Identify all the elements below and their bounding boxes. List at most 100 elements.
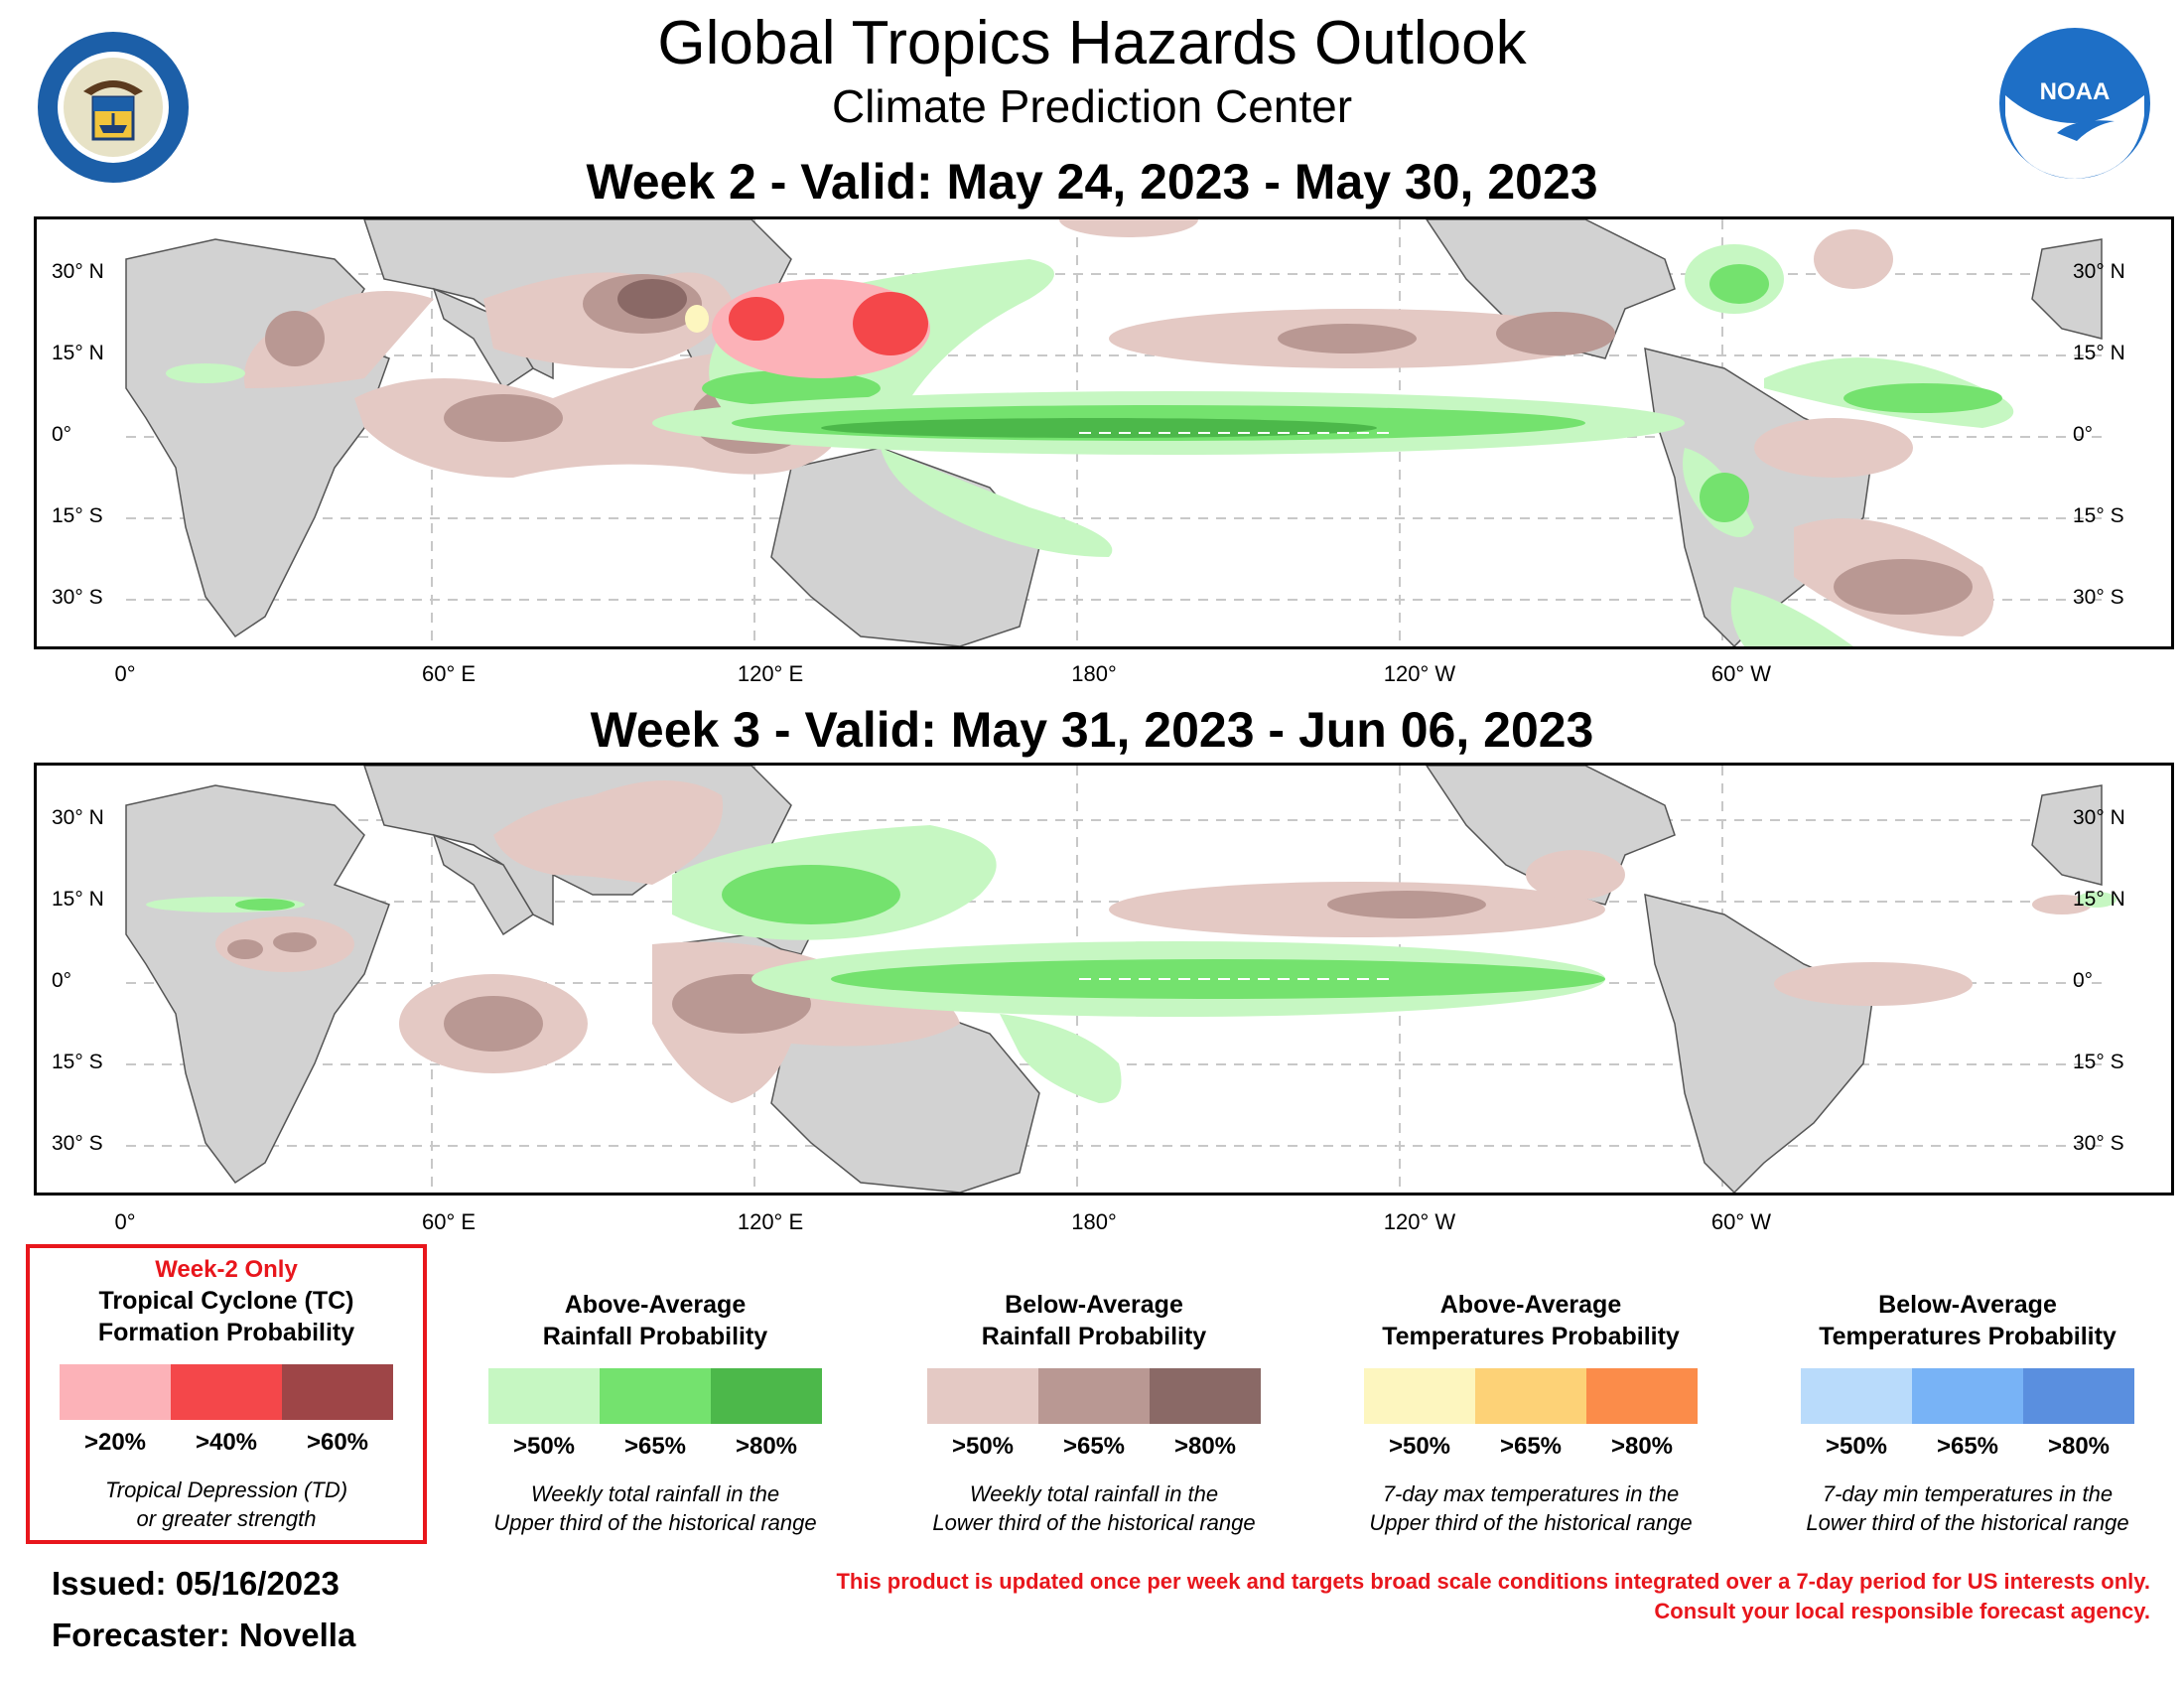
- w3-lon-label-60e: 60° E: [421, 1209, 477, 1234]
- w2-lat-label-30n-right: 30° N: [2073, 260, 2125, 283]
- w2-lat-label-15n-left: 15° N: [52, 342, 104, 364]
- w3-lat-label-0-left: 0°: [52, 969, 72, 992]
- legend-above-temp-title-2: Temperatures Probability: [1382, 1323, 1680, 1350]
- w3-lat-label-30n-right: 30° N: [2073, 806, 2125, 829]
- legend-below-temp-swatch-65: [1912, 1368, 2023, 1424]
- w2-lon-label-0: 0°: [114, 661, 136, 686]
- legend-below-temp-note-2: Lower third of the historical range: [1806, 1510, 2129, 1535]
- w2-lon-label-120e: 120° E: [737, 661, 804, 686]
- legend-above-temp-swatch-65: [1475, 1368, 1586, 1424]
- department-of-commerce-seal-icon: [36, 30, 191, 185]
- page-title: Global Tropics Hazards Outlook: [657, 9, 1527, 77]
- w3-lon-label-120e: 120° E: [737, 1209, 804, 1234]
- legend-above-temp-swatch-50: [1364, 1368, 1475, 1424]
- legend-tc-tick-60: >60%: [306, 1429, 369, 1456]
- w2-lat-label-0-left: 0°: [52, 423, 72, 446]
- legend-tc-swatch-60: [282, 1364, 393, 1420]
- legend-below-rain-tick-80: >80%: [1173, 1433, 1237, 1460]
- w3-lon-label-60w: 60° W: [1710, 1209, 1772, 1234]
- week3-map: [34, 763, 2174, 1196]
- legend-below-rain-swatch-65: [1038, 1368, 1150, 1424]
- west-africa-edge: [2031, 238, 2103, 340]
- legend-above-temp-tick-80: >80%: [1610, 1433, 1674, 1460]
- w2-lon-label-180: 180°: [1071, 661, 1117, 686]
- w2-lat-label-30n-left: 30° N: [52, 260, 104, 283]
- w3-lat-label-30s-right: 30° S: [2073, 1132, 2124, 1155]
- below-rain-shapes: [215, 780, 2092, 1103]
- legend-below-temp-title-1: Below-Average: [1878, 1291, 2057, 1319]
- legend-tc-note-2: or greater strength: [136, 1506, 317, 1531]
- legend-above-temp-swatch-80: [1586, 1368, 1698, 1424]
- legend-below-rain-tick-50: >50%: [951, 1433, 1015, 1460]
- legend-tc-swatch-20: [60, 1364, 171, 1420]
- w3-lon-label-120w: 120° W: [1383, 1209, 1456, 1234]
- w2-lat-label-15s-left: 15° S: [52, 504, 103, 527]
- w3-lon-label-180: 180°: [1071, 1209, 1117, 1234]
- page-subtitle: Climate Prediction Center: [831, 80, 1353, 132]
- legend-tc-tick-20: >20%: [83, 1429, 147, 1456]
- week3-title: Week 3 - Valid: May 31, 2023 - Jun 06, 2…: [590, 702, 1594, 758]
- w2-lat-label-30s-left: 30° S: [52, 586, 103, 609]
- legend-above-rain-swatch-50: [488, 1368, 600, 1424]
- legend-above-rain-note-2: Upper third of the historical range: [493, 1510, 817, 1535]
- w3-lat-label-15n-left: 15° N: [52, 888, 104, 911]
- legend-above-rain-tick-80: >80%: [735, 1433, 798, 1460]
- svg-text:NOAA: NOAA: [2040, 78, 2111, 105]
- w2-lon-label-60w: 60° W: [1710, 661, 1772, 686]
- forecaster-name: Forecaster: Novella: [52, 1617, 356, 1653]
- legend-above-rain-title-1: Above-Average: [564, 1291, 747, 1319]
- legend-above-temp-tick-65: >65%: [1499, 1433, 1563, 1460]
- w3-lat-label-15s-left: 15° S: [52, 1051, 103, 1073]
- legend-below-rain: Below-Average Rainfall Probability >50% …: [895, 1289, 1293, 1537]
- disclaimer-line-1: This product is updated once per week an…: [836, 1569, 2150, 1594]
- legend-above-temp-note-2: Upper third of the historical range: [1369, 1510, 1693, 1535]
- legend-below-rain-title-2: Rainfall Probability: [981, 1323, 1207, 1350]
- w2-lon-label-120w: 120° W: [1383, 661, 1456, 686]
- w3-lat-label-30n-left: 30° N: [52, 806, 104, 829]
- w3-lat-label-15s-right: 15° S: [2073, 1051, 2124, 1073]
- legend-tc-swatch-40: [171, 1364, 282, 1420]
- legend-above-rain: Above-Average Rainfall Probability >50% …: [457, 1289, 854, 1537]
- w2-lat-label-15n-right: 15° N: [2073, 342, 2125, 364]
- legend-above-rain-swatch-65: [600, 1368, 711, 1424]
- legend-tc-note-1: Tropical Depression (TD): [104, 1477, 348, 1502]
- issued-date: Issued: 05/16/2023: [52, 1565, 340, 1602]
- w2-lon-label-60e: 60° E: [421, 661, 477, 686]
- week2-map: [34, 216, 2174, 649]
- w2-lat-label-15s-right: 15° S: [2073, 504, 2124, 527]
- legend-tc: Week-2 Only Tropical Cyclone (TC) Format…: [28, 1255, 425, 1533]
- legend-below-rain-tick-65: >65%: [1062, 1433, 1126, 1460]
- legend-above-temp-tick-50: >50%: [1388, 1433, 1451, 1460]
- legend-above-rain-tick-50: >50%: [512, 1433, 576, 1460]
- legend-below-rain-title-1: Below-Average: [1005, 1291, 1183, 1319]
- noaa-logo-icon: NOAA: [1997, 26, 2152, 181]
- tc-shapes: [685, 279, 930, 378]
- legend-below-rain-swatch-50: [927, 1368, 1038, 1424]
- legend-tc-tick-40: >40%: [195, 1429, 258, 1456]
- w2-lat-label-0-right: 0°: [2073, 423, 2094, 446]
- disclaimer-line-2: Consult your local responsible forecast …: [1654, 1599, 2150, 1623]
- legend-below-temp-swatch-80: [2023, 1368, 2134, 1424]
- disclaimer: This product is updated once per week an…: [596, 1567, 2150, 1626]
- legend-below-rain-note-2: Lower third of the historical range: [932, 1510, 1256, 1535]
- legend-above-rain-tick-65: >65%: [623, 1433, 687, 1460]
- legend-above-temp-note-1: 7-day max temperatures in the: [1382, 1481, 1680, 1506]
- w2-lat-label-30s-right: 30° S: [2073, 586, 2124, 609]
- legend-below-temp-tick-50: >50%: [1825, 1433, 1888, 1460]
- legend-below-temp-tick-80: >80%: [2047, 1433, 2111, 1460]
- legend-above-temp: Above-Average Temperatures Probability >…: [1332, 1289, 1729, 1537]
- legend-tc-badge: Week-2 Only: [155, 1256, 298, 1283]
- w3-lon-label-0: 0°: [114, 1209, 136, 1234]
- legend-below-temp-swatch-50: [1801, 1368, 1912, 1424]
- legend-below-rain-swatch-80: [1150, 1368, 1261, 1424]
- legend-below-temp-note-1: 7-day min temperatures in the: [1822, 1481, 2114, 1506]
- legend-above-rain-title-2: Rainfall Probability: [542, 1323, 768, 1350]
- w3-lat-label-30s-left: 30° S: [52, 1132, 103, 1155]
- legend-tc-title-2: Formation Probability: [97, 1319, 355, 1346]
- legend-below-temp-title-2: Temperatures Probability: [1819, 1323, 2116, 1350]
- legend-below-temp: Below-Average Temperatures Probability >…: [1769, 1289, 2166, 1537]
- legend-above-rain-swatch-80: [711, 1368, 822, 1424]
- tc-legend-border: [26, 1244, 427, 1544]
- week2-map-canvas: [125, 219, 2103, 646]
- week2-title: Week 2 - Valid: May 24, 2023 - May 30, 2…: [586, 154, 1598, 210]
